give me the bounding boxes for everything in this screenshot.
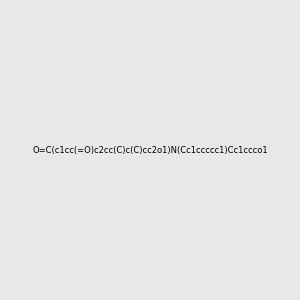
Text: O=C(c1cc(=O)c2cc(C)c(C)cc2o1)N(Cc1ccccc1)Cc1ccco1: O=C(c1cc(=O)c2cc(C)c(C)cc2o1)N(Cc1ccccc1… [32, 146, 268, 154]
